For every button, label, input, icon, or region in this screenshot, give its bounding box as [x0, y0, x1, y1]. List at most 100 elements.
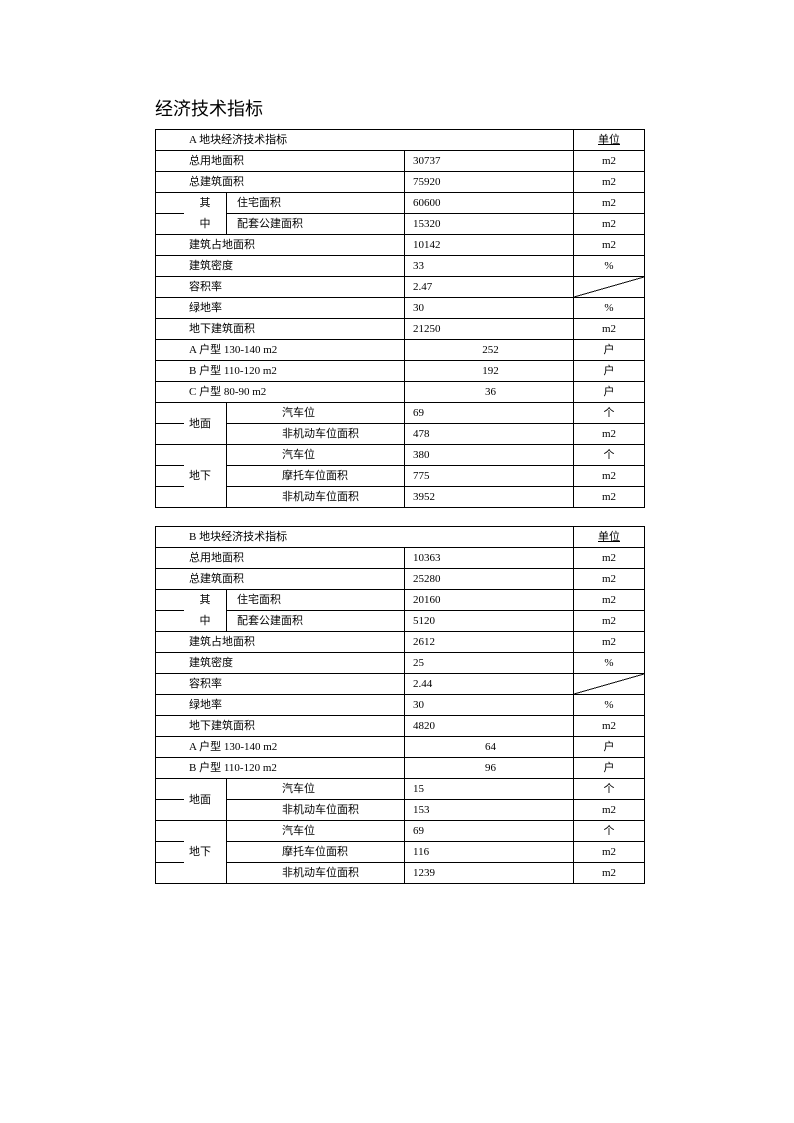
row-value: 33	[405, 256, 574, 277]
table-row: A 户型 130-140 m2 64 户	[156, 737, 645, 758]
row-label: 容积率	[184, 277, 405, 298]
row-unit: 户	[574, 382, 645, 403]
row-unit: m2	[574, 569, 645, 590]
row-value: 116	[405, 842, 574, 863]
row-value: 25280	[405, 569, 574, 590]
row-label: 住宅面积	[227, 193, 405, 214]
table-row: 容积率 2.44	[156, 674, 645, 695]
row-unit: 户	[574, 340, 645, 361]
row-label: 非机动车位面积	[277, 487, 405, 508]
table-b: B 地块经济技术指标 单位 总用地面积 10363 m2 总建筑面积 25280…	[155, 526, 645, 884]
row-label: B 户型 110-120 m2	[184, 758, 405, 779]
row-label: 建筑密度	[184, 653, 405, 674]
table-row: 容积率 2.47	[156, 277, 645, 298]
row-value: 64	[405, 737, 574, 758]
table-row: 总建筑面积 25280 m2	[156, 569, 645, 590]
table-row: A 地块经济技术指标 单位	[156, 130, 645, 151]
table-row: 总用地面积 10363 m2	[156, 548, 645, 569]
table-row: 中 配套公建面积 15320 m2	[156, 214, 645, 235]
table-a: A 地块经济技术指标 单位 总用地面积 30737 m2 总建筑面积 75920…	[155, 129, 645, 508]
row-value: 2.44	[405, 674, 574, 695]
row-label: A 户型 130-140 m2	[184, 737, 405, 758]
row-label: 绿地率	[184, 298, 405, 319]
row-value: 36	[405, 382, 574, 403]
row-unit: 个	[574, 821, 645, 842]
table-row: B 户型 110-120 m2 192 户	[156, 361, 645, 382]
row-unit: m2	[574, 487, 645, 508]
row-value: 25	[405, 653, 574, 674]
group-label-2: 中	[184, 214, 227, 235]
row-value: 10142	[405, 235, 574, 256]
unit-header: 单位	[574, 130, 645, 151]
table-row: 其 住宅面积 60600 m2	[156, 193, 645, 214]
row-value: 21250	[405, 319, 574, 340]
row-label: 住宅面积	[227, 590, 405, 611]
row-label: B 户型 110-120 m2	[184, 361, 405, 382]
row-label: 汽车位	[277, 821, 405, 842]
row-label: 摩托车位面积	[277, 466, 405, 487]
row-unit: m2	[574, 716, 645, 737]
group-label: 地下	[184, 445, 227, 508]
table-row: 建筑占地面积 2612 m2	[156, 632, 645, 653]
header-label: B 地块经济技术指标	[184, 527, 574, 548]
header-label: A 地块经济技术指标	[184, 130, 574, 151]
table-row: 地下 汽车位 69 个	[156, 821, 645, 842]
row-unit: %	[574, 653, 645, 674]
row-label: 建筑密度	[184, 256, 405, 277]
row-unit: m2	[574, 193, 645, 214]
row-value: 3952	[405, 487, 574, 508]
unit-header: 单位	[574, 527, 645, 548]
group-label-2: 中	[184, 611, 227, 632]
page-container: 经济技术指标 A 地块经济技术指标 单位 总用地面积 30737 m2 总建筑面…	[0, 0, 794, 952]
row-unit: m2	[574, 611, 645, 632]
row-unit: m2	[574, 424, 645, 445]
row-unit: %	[574, 695, 645, 716]
row-value: 2612	[405, 632, 574, 653]
table-row: 非机动车位面积 3952 m2	[156, 487, 645, 508]
row-unit: m2	[574, 214, 645, 235]
table-row: 总建筑面积 75920 m2	[156, 172, 645, 193]
table-row: 地面 汽车位 69 个	[156, 403, 645, 424]
row-unit: m2	[574, 632, 645, 653]
row-unit: m2	[574, 842, 645, 863]
row-value: 380	[405, 445, 574, 466]
row-unit: 户	[574, 758, 645, 779]
row-value: 30	[405, 695, 574, 716]
page-title: 经济技术指标	[155, 95, 664, 121]
row-label: A 户型 130-140 m2	[184, 340, 405, 361]
row-label: 总用地面积	[184, 151, 405, 172]
row-label: 建筑占地面积	[184, 235, 405, 256]
table-row: 建筑密度 33 %	[156, 256, 645, 277]
row-label: 总建筑面积	[184, 172, 405, 193]
row-unit: 户	[574, 361, 645, 382]
table-row: 绿地率 30 %	[156, 298, 645, 319]
table-row: 建筑密度 25 %	[156, 653, 645, 674]
row-value: 30737	[405, 151, 574, 172]
row-label: 汽车位	[277, 779, 405, 800]
row-label: 总用地面积	[184, 548, 405, 569]
table-row: 总用地面积 30737 m2	[156, 151, 645, 172]
row-value: 252	[405, 340, 574, 361]
row-value: 75920	[405, 172, 574, 193]
row-label: 配套公建面积	[227, 611, 405, 632]
row-unit: m2	[574, 172, 645, 193]
row-label: 地下建筑面积	[184, 319, 405, 340]
row-value: 10363	[405, 548, 574, 569]
row-value: 15	[405, 779, 574, 800]
row-label: 摩托车位面积	[277, 842, 405, 863]
row-value: 1239	[405, 863, 574, 884]
row-value: 69	[405, 821, 574, 842]
row-label: 汽车位	[277, 445, 405, 466]
group-label: 地面	[184, 403, 227, 445]
row-unit: 个	[574, 445, 645, 466]
row-label: 汽车位	[277, 403, 405, 424]
table-row: 地下 汽车位 380 个	[156, 445, 645, 466]
group-label-1: 其	[184, 193, 227, 214]
row-unit: m2	[574, 319, 645, 340]
table-row: 中 配套公建面积 5120 m2	[156, 611, 645, 632]
row-value: 2.47	[405, 277, 574, 298]
row-unit: 个	[574, 403, 645, 424]
table-row: 非机动车位面积 153 m2	[156, 800, 645, 821]
row-label: 容积率	[184, 674, 405, 695]
table-row: 建筑占地面积 10142 m2	[156, 235, 645, 256]
